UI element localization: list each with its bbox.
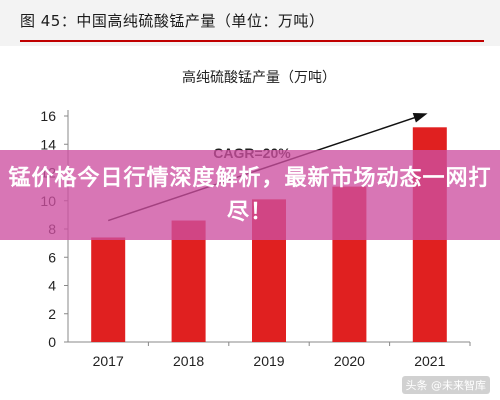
x-tick-label: 2021 bbox=[414, 353, 445, 369]
y-tick-label: 2 bbox=[48, 306, 56, 322]
bar-2017 bbox=[91, 237, 126, 342]
figure-label: 图 45：中国高纯硫酸锰产量（单位：万吨） bbox=[20, 12, 325, 30]
headline-banner: 锰价格今日行情深度解析，最新市场动态一网打尽！ bbox=[0, 150, 500, 240]
y-tick-label: 6 bbox=[48, 249, 56, 265]
x-tick-label: 2019 bbox=[253, 353, 284, 369]
y-tick-label: 16 bbox=[40, 108, 56, 124]
banner-text: 锰价格今日行情深度解析，最新市场动态一网打尽！ bbox=[8, 166, 492, 225]
trend-arrow-head bbox=[412, 113, 428, 123]
figure-header: 图 45：中国高纯硫酸锰产量（单位：万吨） bbox=[0, 0, 500, 46]
x-tick-label: 2017 bbox=[93, 353, 124, 369]
header-divider bbox=[20, 40, 484, 42]
y-tick-label: 4 bbox=[48, 278, 56, 294]
x-tick-label: 2020 bbox=[334, 353, 365, 369]
x-tick-label: 2018 bbox=[173, 353, 204, 369]
bar-2018 bbox=[171, 220, 206, 342]
watermark: 头条 @未来智库 bbox=[401, 376, 490, 394]
y-tick-label: 14 bbox=[40, 136, 56, 152]
chart-title: 高纯硫酸锰产量（万吨） bbox=[182, 69, 336, 86]
y-tick-label: 0 bbox=[48, 334, 56, 350]
